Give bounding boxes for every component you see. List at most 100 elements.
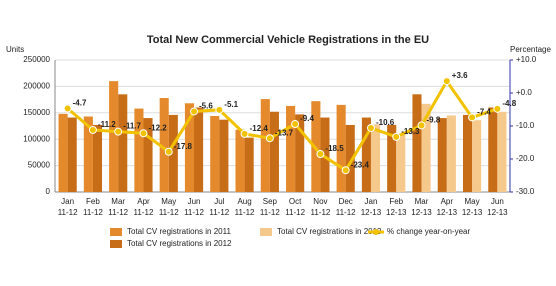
bar <box>295 114 305 192</box>
y2-tick-label: -30.0 <box>516 187 535 196</box>
legend-swatch <box>110 228 122 236</box>
line-marker <box>468 113 477 122</box>
x-tick-period: 12-13 <box>411 208 432 217</box>
line-marker <box>341 166 350 175</box>
legend-label: Total CV registrations in 2012 <box>127 239 232 248</box>
line <box>66 78 498 173</box>
bar <box>219 119 229 192</box>
x-tick-period: 11-12 <box>58 208 78 217</box>
x-tick-period: 11-12 <box>209 208 229 217</box>
bar <box>286 105 296 192</box>
x-tick-label: Apr <box>441 197 454 206</box>
x-tick-period: 11-12 <box>108 208 128 217</box>
bar <box>168 114 178 192</box>
bar <box>345 124 355 192</box>
value-label: -12.2 <box>148 123 167 132</box>
x-tick-period: 11-12 <box>310 208 330 217</box>
x-tick-period: 11-12 <box>159 208 179 217</box>
y2-tick-label: -10.0 <box>516 121 535 130</box>
x-tick-label: Aug <box>237 197 251 206</box>
line-marker <box>265 134 274 143</box>
x-tick-label: Jun <box>188 197 201 206</box>
chart-title: Total New Commercial Vehicle Registratio… <box>147 34 429 46</box>
value-label: -4.7 <box>73 99 87 108</box>
value-label: -17.8 <box>174 142 193 151</box>
y2-tick-label: +0.0 <box>516 88 532 97</box>
x-tick-period: 11-12 <box>285 208 305 217</box>
x-tick-label: Jan <box>61 197 74 206</box>
bar <box>194 107 204 192</box>
bar <box>446 115 456 192</box>
bar <box>92 124 103 192</box>
x-tick-label: Apr <box>137 197 150 206</box>
value-label: -4.8 <box>502 99 516 108</box>
bar <box>83 116 93 192</box>
bar <box>210 115 220 192</box>
bar <box>320 117 330 192</box>
y2-tick-label: +10.0 <box>516 55 537 64</box>
x-tick-label: Sep <box>263 197 278 206</box>
x-tick-label: Nov <box>313 197 327 206</box>
x-tick-label: Feb <box>389 197 403 206</box>
line-marker <box>139 129 148 138</box>
x-tick-period: 11-12 <box>336 208 356 217</box>
legend-swatch <box>373 229 379 235</box>
line-marker <box>392 132 401 141</box>
bar <box>412 94 422 192</box>
x-tick-label: Oct <box>289 197 302 206</box>
value-label: -11.2 <box>98 120 116 129</box>
bar <box>497 111 507 192</box>
legend-label: Total CV registrations in 2013 <box>277 227 382 236</box>
y2-axis-label: Percentage <box>510 45 551 54</box>
value-label: -13.7 <box>275 128 294 137</box>
y-tick-label: 200000 <box>23 82 50 91</box>
value-label: +3.6 <box>452 71 468 80</box>
x-tick-period: 12-13 <box>361 208 382 217</box>
value-label: -9.8 <box>427 115 441 124</box>
bar <box>387 124 397 192</box>
x-tick-period: 11-12 <box>260 208 280 217</box>
value-label: -9.4 <box>300 114 314 123</box>
line-marker <box>442 77 451 86</box>
bar <box>421 103 431 192</box>
legend-swatch <box>110 240 122 248</box>
value-label: -13.3 <box>401 127 420 136</box>
bar <box>361 117 371 192</box>
bar <box>58 113 68 192</box>
line-marker <box>291 120 300 129</box>
legend-swatch <box>260 228 272 236</box>
line-marker <box>164 147 173 156</box>
x-tick-period: 11-12 <box>134 208 154 217</box>
x-tick-label: May <box>161 197 176 206</box>
line-marker <box>190 107 199 116</box>
value-label: -23.4 <box>351 160 370 169</box>
x-tick-period: 12-13 <box>487 208 508 217</box>
bar <box>159 98 169 192</box>
x-tick-period: 12-13 <box>437 208 458 217</box>
bar <box>370 124 381 192</box>
line-marker <box>114 127 123 136</box>
bar <box>260 99 270 192</box>
y-tick-label: 100000 <box>23 134 50 143</box>
bar <box>336 104 346 192</box>
x-tick-label: Mar <box>111 197 125 206</box>
value-label: -7.4 <box>477 108 491 117</box>
line-marker <box>366 123 375 132</box>
value-label: -5.6 <box>199 102 213 111</box>
line-marker <box>316 150 325 159</box>
line-marker <box>88 125 97 134</box>
y-axis-label: Units <box>6 45 24 54</box>
y2-tick-label: -20.0 <box>516 154 535 163</box>
y-tick-label: 0 <box>46 187 51 196</box>
x-tick-label: Jul <box>214 197 224 206</box>
bar <box>396 133 406 192</box>
x-tick-label: Dec <box>339 197 353 206</box>
y-tick-label: 50000 <box>28 161 51 170</box>
y-tick-label: 250000 <box>23 55 50 64</box>
bar <box>118 94 128 192</box>
value-label: -12.4 <box>250 124 269 133</box>
line-marker <box>240 129 249 138</box>
line-marker <box>63 104 72 113</box>
bar <box>143 118 153 192</box>
